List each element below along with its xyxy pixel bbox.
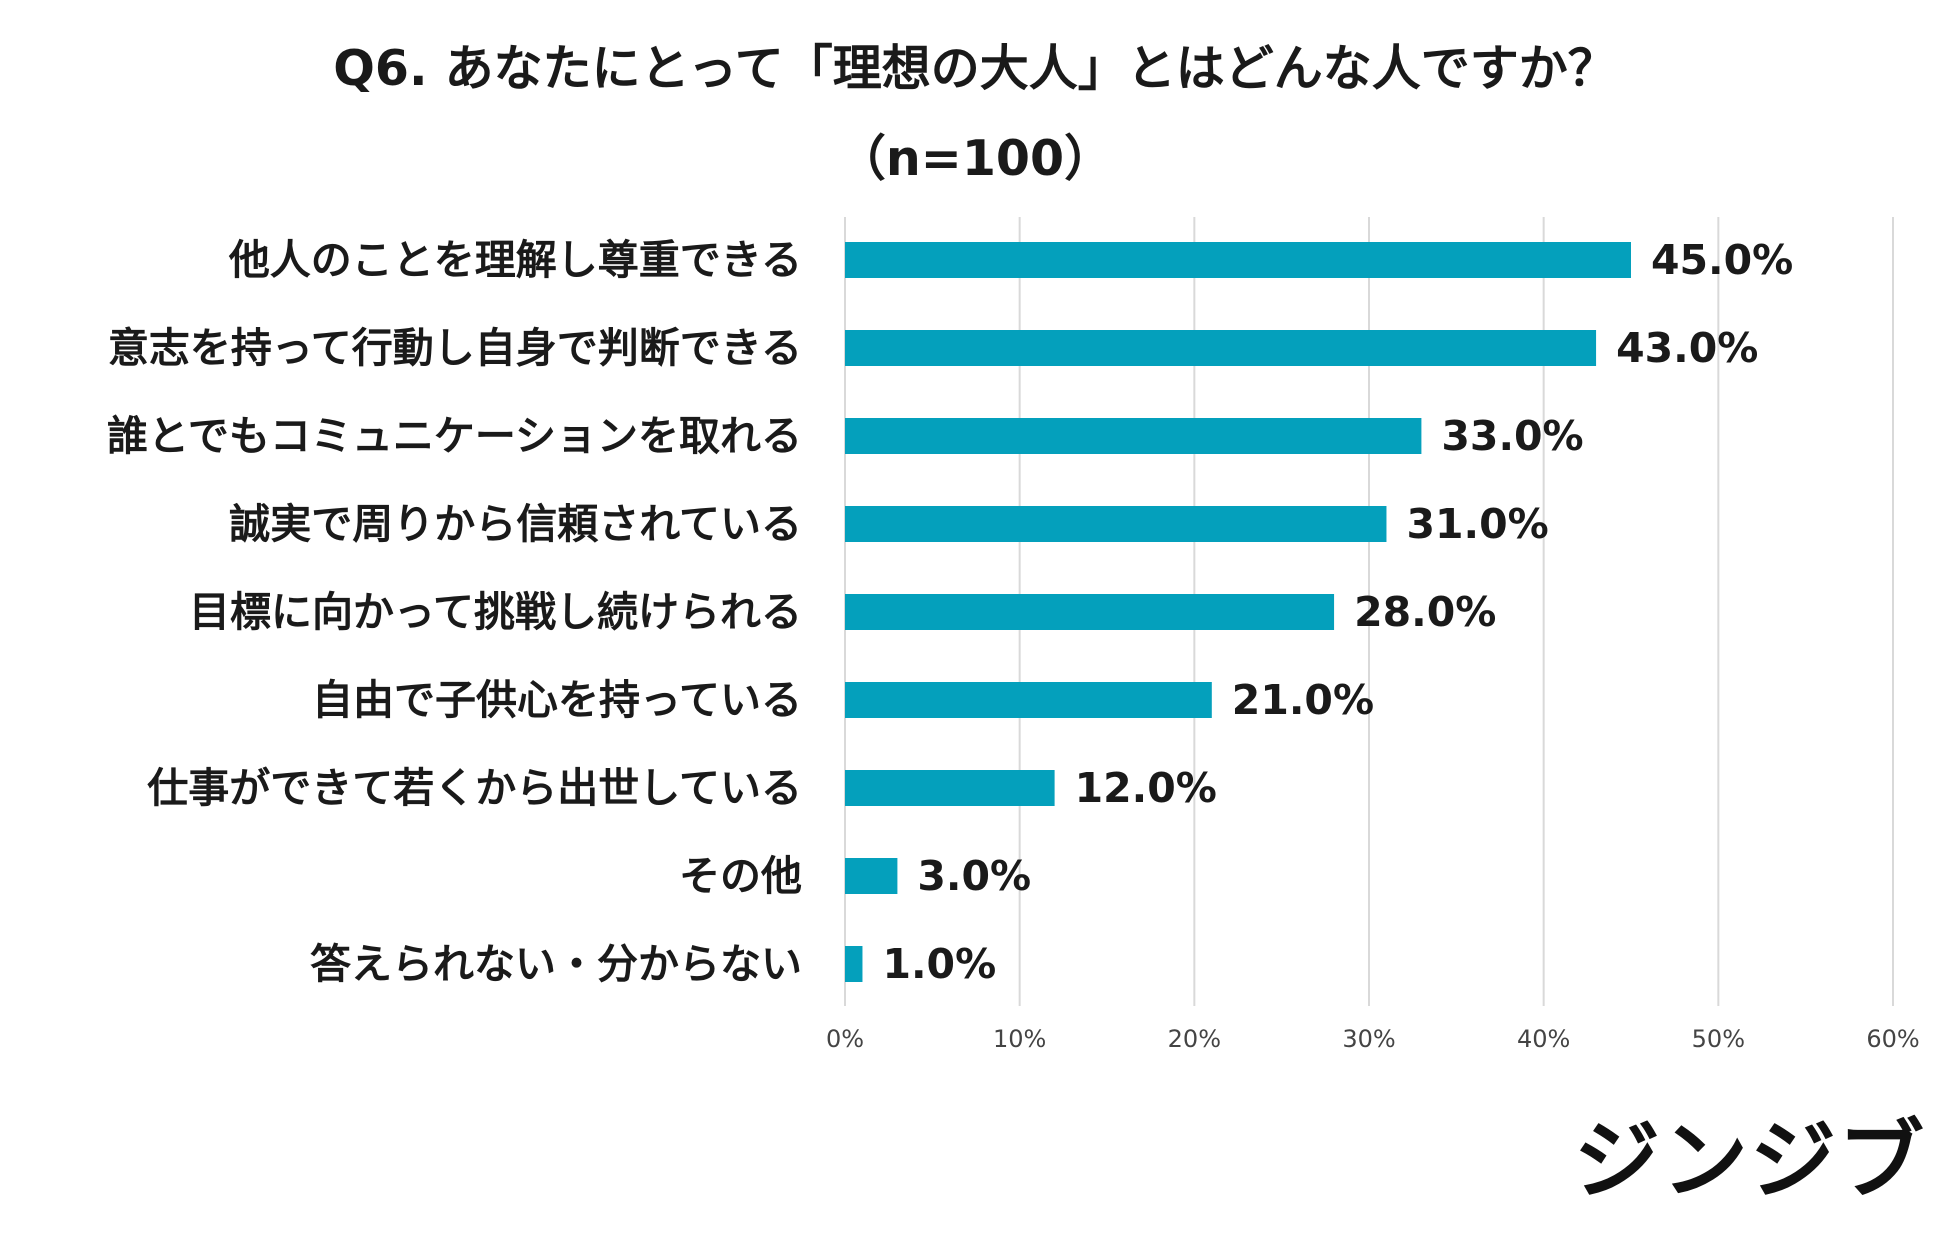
category-label-7: その他: [679, 852, 802, 900]
bar-7: [845, 858, 898, 894]
bar-0: [845, 242, 1631, 278]
category-labels: 他人のことを理解し尊重できる意志を持って行動し自身で判断できる誰とでもコミュニケ…: [107, 236, 802, 988]
value-label-8: 1.0%: [882, 940, 996, 988]
value-label-5: 21.0%: [1232, 676, 1374, 724]
category-label-5: 自由で子供心を持っている: [312, 676, 802, 724]
x-tick-label-50: 50%: [1692, 1025, 1745, 1053]
x-axis-ticks: 0% 10% 20% 30% 40% 50% 60%: [826, 1025, 1920, 1053]
value-label-0: 45.0%: [1651, 236, 1793, 284]
x-tick-label-60: 60%: [1866, 1025, 1919, 1053]
value-label-7: 3.0%: [917, 852, 1031, 900]
chart-title: Q6. あなたにとって「理想の大人」とはどんな人ですか？: [333, 40, 1617, 97]
category-label-0: 他人のことを理解し尊重できる: [228, 236, 802, 284]
x-tick-label-0: 0%: [826, 1025, 864, 1053]
x-tick-label-30: 30%: [1342, 1025, 1395, 1053]
brand-logo: ジンジブ: [1574, 1111, 1926, 1211]
category-label-6: 仕事ができて若くから出世している: [147, 764, 802, 812]
bar-8: [845, 946, 863, 982]
bar-2: [845, 418, 1422, 454]
chart-subtitle: （n=100）: [836, 130, 1114, 187]
value-label-2: 33.0%: [1441, 412, 1583, 460]
bar-4: [845, 594, 1335, 630]
category-label-1: 意志を持って行動し自身で判断できる: [108, 324, 802, 372]
x-tick-label-20: 20%: [1168, 1025, 1221, 1053]
category-label-3: 誠実で周りから信頼されている: [229, 500, 802, 548]
value-labels: 45.0% 43.0% 33.0% 31.0% 28.0% 21.0% 12.0% 3.0% 1…: [882, 236, 1793, 988]
value-label-3: 31.0%: [1406, 500, 1548, 548]
value-label-4: 28.0%: [1354, 588, 1496, 636]
x-tick-label-40: 40%: [1517, 1025, 1570, 1053]
bar-6: [845, 770, 1055, 806]
category-label-4: 目標に向かって挑戦し続けられる: [189, 588, 802, 636]
bar-3: [845, 506, 1387, 542]
bars: [845, 242, 1631, 982]
value-label-6: 12.0%: [1075, 764, 1217, 812]
x-tick-label-10: 10%: [993, 1025, 1046, 1053]
value-label-1: 43.0%: [1616, 324, 1758, 372]
bar-1: [845, 330, 1597, 366]
bar-5: [845, 682, 1212, 718]
category-label-2: 誰とでもコミュニケーションを取れる: [107, 412, 802, 460]
category-label-8: 答えられない・分からない: [310, 940, 802, 988]
